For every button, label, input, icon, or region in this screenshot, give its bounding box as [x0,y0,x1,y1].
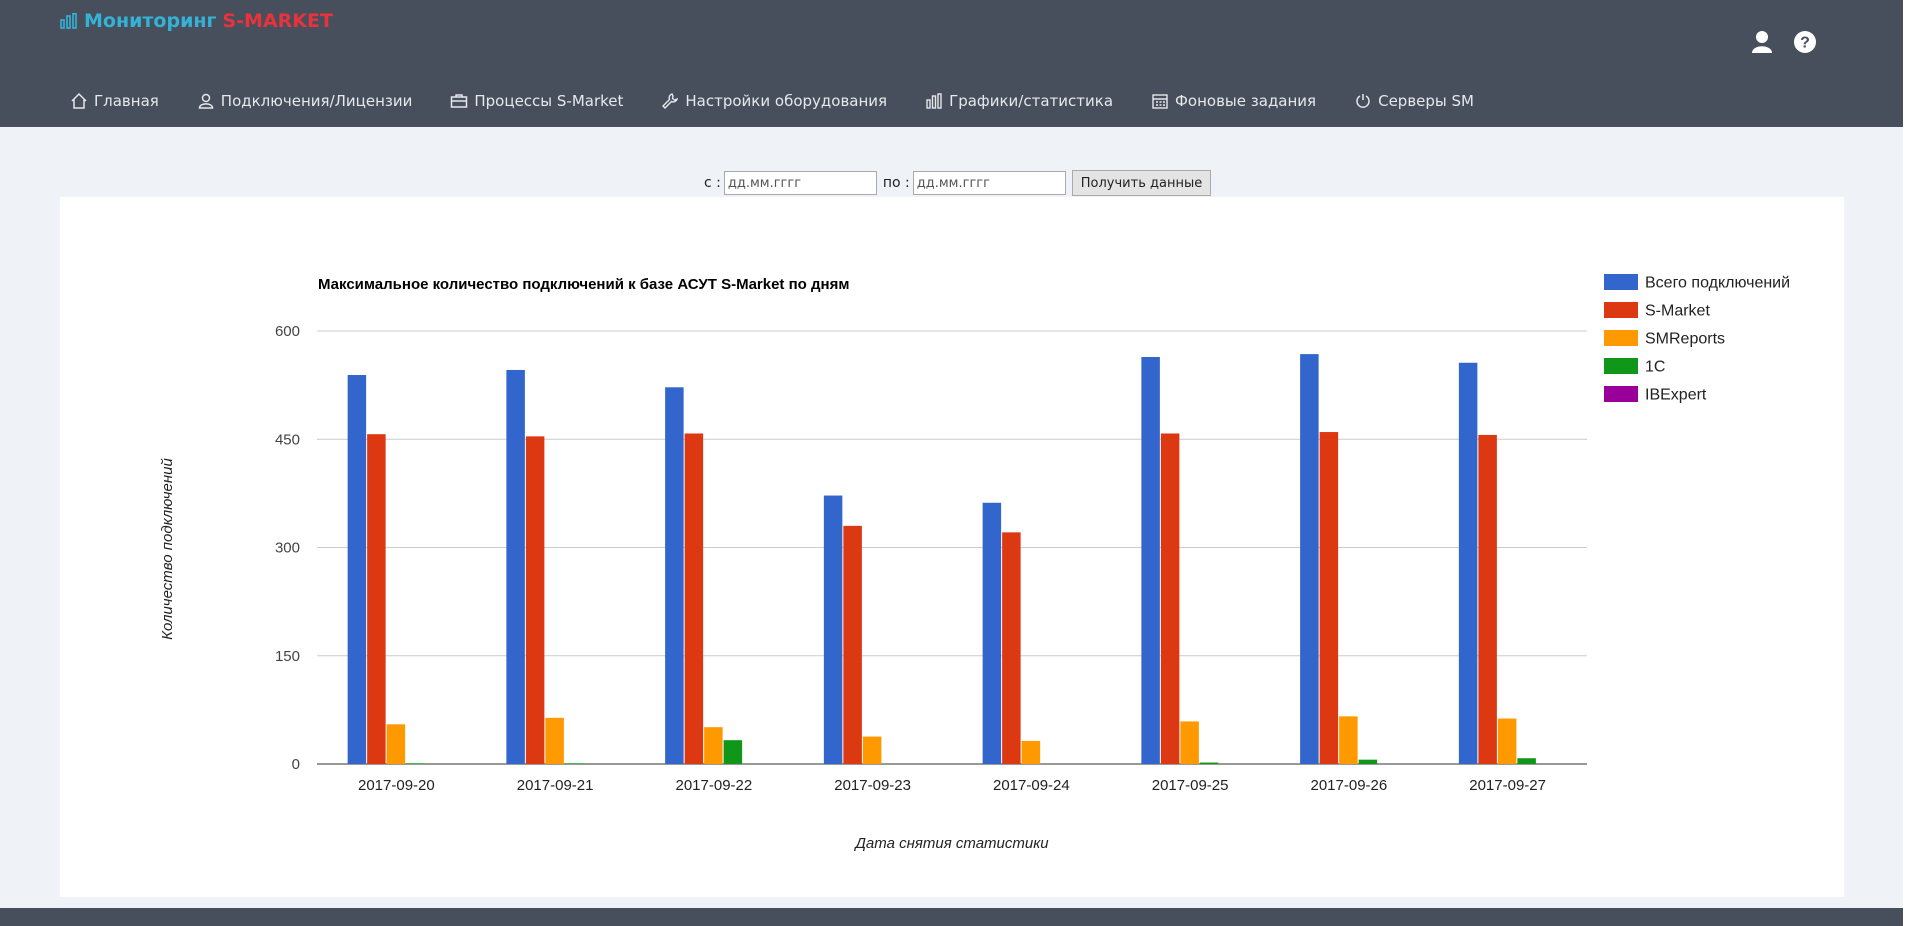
bar-2-1 [367,434,386,764]
y-tick-label: 450 [275,431,300,448]
brand-accent: S-MARKET [222,10,333,32]
x-tick-label: 2017-09-25 [1152,777,1229,794]
chart-title: Максимальное количество подключений к ба… [318,276,849,293]
bar-1-7 [1300,354,1319,764]
legend-swatch-3 [1604,330,1638,346]
nav-item-6[interactable]: Фоновые задания [1151,92,1316,110]
help-icon[interactable]: ? [1793,30,1817,54]
header-actions: ? [1751,30,1817,54]
date-to-input[interactable] [912,171,1066,195]
chart-panel: Максимальное количество подключений к ба… [60,197,1844,897]
bar-2-4 [843,525,862,764]
svg-text:?: ? [1800,35,1810,52]
legend-label-5: IBExpert [1645,387,1707,404]
bar-2-8 [1478,434,1497,764]
nav-item-2[interactable]: Подключения/Лицензии [197,92,413,110]
x-tick-label: 2017-09-23 [834,777,911,794]
y-tick-label: 0 [292,756,300,773]
bar-2-5 [1002,532,1021,764]
nav-item-1[interactable]: Главная [70,92,159,110]
nav-item-label: Фоновые задания [1175,92,1317,110]
get-data-button[interactable]: Получить данные [1071,170,1212,196]
legend-label-1: Всего подключений [1645,275,1790,292]
to-label: по : [882,175,910,191]
nav-item-5[interactable]: Графики/статистика [925,92,1113,110]
wrench-icon [661,92,679,110]
bar-4-2 [564,763,584,764]
legend-swatch-1 [1604,274,1638,290]
bar-chart-logo-icon [60,13,78,29]
nav-item-label: Настройки оборудования [685,92,888,110]
user-icon[interactable] [1751,30,1773,54]
x-tick-label: 2017-09-24 [993,777,1070,794]
bar-3-3 [704,727,723,764]
bar-2-3 [684,433,704,764]
bar-3-4 [862,736,882,764]
x-tick-label: 2017-09-22 [676,777,753,794]
bar-4-1 [406,763,425,764]
y-tick-label: 600 [275,323,300,340]
bar-3-2 [545,717,564,764]
legend-swatch-2 [1604,302,1638,318]
user-icon [197,92,215,110]
x-tick-label: 2017-09-21 [517,777,594,794]
legend-label-4: 1C [1645,359,1665,376]
bar-4-7 [1358,759,1378,764]
footer-bar [0,908,1903,926]
bar-4-3 [723,740,743,764]
bar-3-5 [1021,740,1041,764]
x-tick-label: 2017-09-26 [1311,777,1388,794]
y-tick-label: 300 [275,540,300,557]
bar-1-1 [347,375,367,764]
x-tick-label: 2017-09-20 [358,777,435,794]
nav-item-label: Главная [94,92,159,110]
brand-logo[interactable]: Мониторинг S-MARKET [60,10,333,32]
legend-label-3: SMReports [1645,331,1725,348]
window-edge [1903,0,1907,926]
home-icon [70,92,88,110]
calendar-icon [1151,92,1169,110]
bar-3-8 [1497,718,1517,764]
x-tick-label: 2017-09-27 [1469,777,1546,794]
nav-item-3[interactable]: Процессы S-Market [450,92,623,110]
bar-3-7 [1339,716,1358,764]
briefcase-icon [450,92,468,110]
y-axis-title: Количество подключений [159,458,176,640]
nav-item-label: Подключения/Лицензии [220,92,413,110]
nav-item-7[interactable]: Серверы SM [1354,92,1474,110]
bar-2-2 [525,436,545,764]
bar-3-1 [386,724,406,764]
nav-item-label: Серверы SM [1378,92,1474,110]
date-filter: с : по : Получить данные [704,170,1212,196]
main-nav: Главная Подключения/Лицензии Процессы S-Ma… [70,92,1512,110]
top-header: Мониторинг S-MARKET ? Главная Подключения… [0,0,1903,127]
bar-1-6 [1141,356,1160,764]
bar-2-7 [1319,432,1339,764]
power-icon [1354,92,1372,110]
nav-item-label: Процессы S-Market [474,92,624,110]
bar-4-8 [1517,758,1536,764]
bar-chart-icon [925,92,943,110]
nav-item-4[interactable]: Настройки оборудования [661,92,887,110]
bar-1-3 [665,387,684,764]
bar-1-4 [823,495,843,764]
x-axis-title: Дата снятия статистики [853,835,1049,852]
bar-1-8 [1458,362,1478,764]
legend-label-2: S-Market [1645,303,1710,320]
bar-2-6 [1160,433,1180,764]
bar-1-5 [982,502,1002,764]
date-from-input[interactable] [723,171,877,195]
legend-swatch-5 [1604,386,1638,402]
brand-title: Мониторинг [84,10,217,32]
y-tick-label: 150 [275,648,300,665]
bar-1-2 [506,369,525,764]
nav-item-label: Графики/статистика [949,92,1114,110]
legend-swatch-4 [1604,358,1638,374]
from-label: с : [704,175,721,191]
bar-3-6 [1180,721,1199,764]
connections-chart: Максимальное количество подключений к ба… [159,274,1790,852]
bar-4-6 [1199,762,1219,764]
